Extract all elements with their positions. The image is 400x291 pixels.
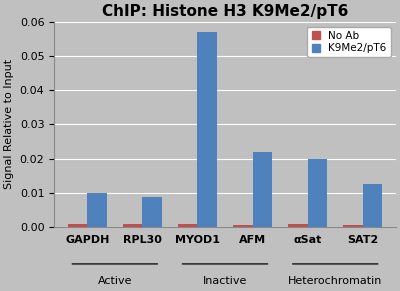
Bar <box>198 32 217 227</box>
Bar <box>178 223 198 227</box>
Title: ChIP: Histone H3 K9Me2/pT6: ChIP: Histone H3 K9Me2/pT6 <box>102 4 348 19</box>
Bar <box>252 152 272 227</box>
Y-axis label: Signal Relative to Input: Signal Relative to Input <box>4 59 14 189</box>
Bar <box>363 184 382 227</box>
Bar <box>68 223 87 227</box>
Bar <box>123 223 142 227</box>
Bar <box>308 159 327 227</box>
Legend: No Ab, K9Me2/pT6: No Ab, K9Me2/pT6 <box>307 27 391 57</box>
Text: Active: Active <box>98 276 132 286</box>
Text: Inactive: Inactive <box>203 276 247 286</box>
Bar <box>142 197 162 227</box>
Bar <box>344 225 363 227</box>
Text: Heterochromatin: Heterochromatin <box>288 276 382 286</box>
Bar <box>87 194 106 227</box>
Bar <box>233 225 252 227</box>
Bar <box>288 223 308 227</box>
